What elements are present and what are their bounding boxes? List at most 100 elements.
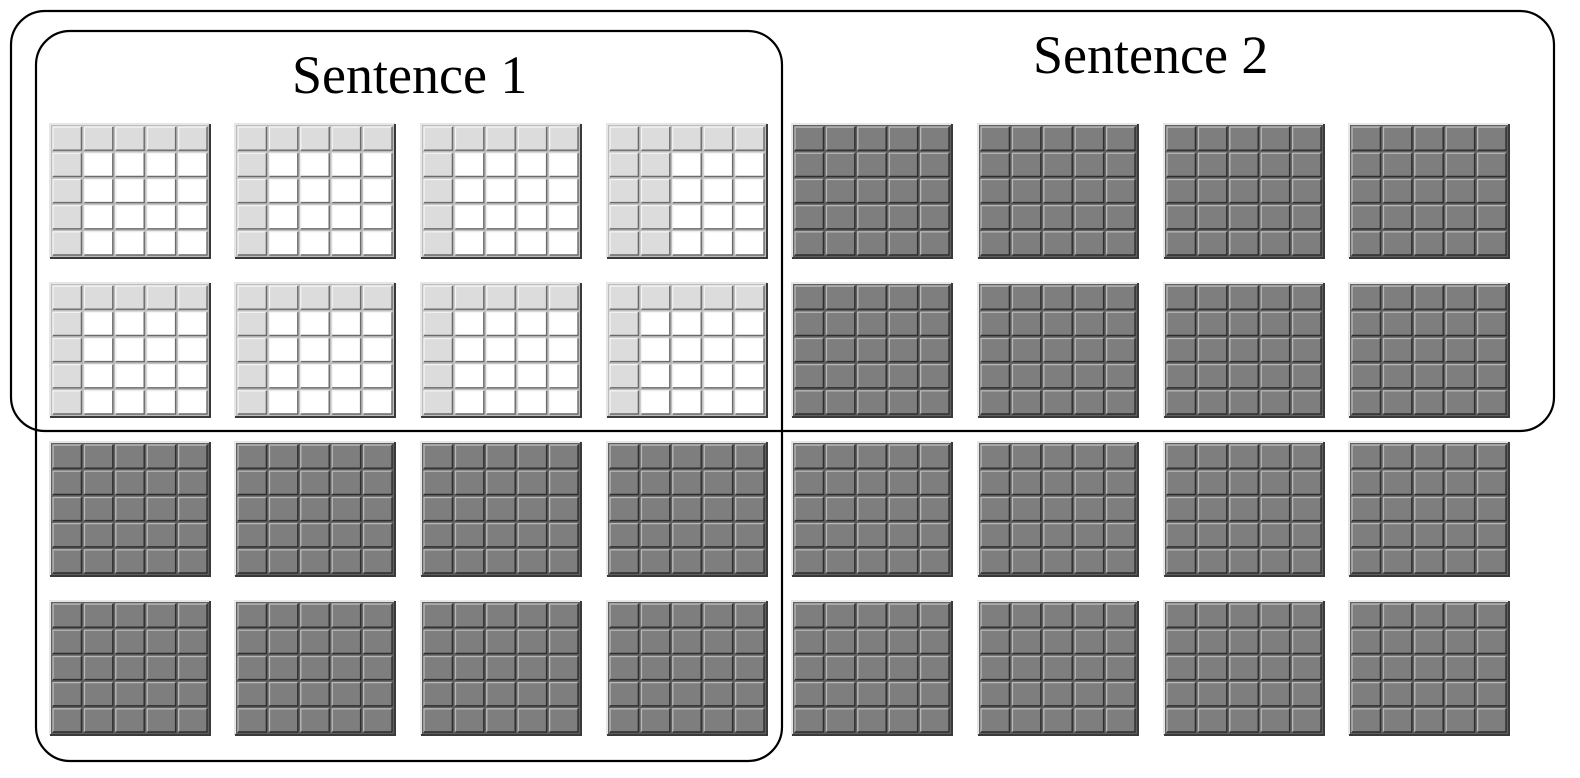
grid-cell <box>704 179 733 203</box>
grid-cell <box>269 604 298 628</box>
grid-cell <box>238 497 267 521</box>
grid-cell <box>518 523 547 547</box>
grid-cell <box>1198 708 1227 732</box>
grid-cell <box>1106 630 1135 654</box>
grid-cell <box>1446 708 1475 732</box>
grid-cell <box>455 523 484 547</box>
grid-cell <box>1043 231 1073 255</box>
grid-cell <box>1292 179 1321 203</box>
grid-cell <box>1261 390 1290 414</box>
grid-cell <box>1261 682 1290 706</box>
grid-cell <box>1167 179 1196 203</box>
grid-cell <box>1012 682 1041 706</box>
grid-cell <box>53 179 82 203</box>
grid-cell <box>672 471 702 495</box>
grid-cell <box>857 656 887 680</box>
grid-cell <box>178 231 207 255</box>
grid-cell <box>672 630 702 654</box>
grid-cell <box>147 497 176 521</box>
grid-cell <box>1012 523 1041 547</box>
grid-cell <box>981 630 1010 654</box>
grid-cell <box>735 153 764 177</box>
grid-cell <box>332 708 361 732</box>
grid-cell <box>486 364 516 388</box>
grid-cell <box>115 286 145 310</box>
grid-cell <box>857 205 887 229</box>
grid-cell <box>549 390 578 414</box>
grid-cell <box>238 364 267 388</box>
grid-cell <box>704 286 733 310</box>
grid-cell <box>1261 471 1290 495</box>
inactive-block <box>606 441 768 577</box>
grid-cell <box>238 205 267 229</box>
grid-cell <box>1477 523 1506 547</box>
grid-cell <box>1352 523 1381 547</box>
grid-cell <box>1414 708 1444 732</box>
grid-cell <box>795 523 824 547</box>
grid-cell <box>424 338 453 362</box>
grid-cell <box>1383 390 1412 414</box>
grid-cell <box>1383 205 1412 229</box>
grid-cell <box>920 179 949 203</box>
grid-cell <box>269 656 298 680</box>
grid-cell <box>84 523 113 547</box>
grid-cell <box>1477 205 1506 229</box>
grid-cell <box>735 231 764 255</box>
grid-cell <box>857 549 887 573</box>
grid-cell <box>1352 445 1381 469</box>
grid-cell <box>1292 127 1321 151</box>
grid-cell <box>920 153 949 177</box>
grid-cell <box>549 656 578 680</box>
grid-cell <box>641 338 670 362</box>
grid-cell <box>981 549 1010 573</box>
grid-cell <box>1198 630 1227 654</box>
grid-cell <box>1167 630 1196 654</box>
grid-cell <box>455 549 484 573</box>
grid-cell <box>1477 286 1506 310</box>
grid-cell <box>1106 179 1135 203</box>
grid-cell <box>549 630 578 654</box>
grid-cell <box>920 630 949 654</box>
grid-cell <box>84 445 113 469</box>
grid-cell <box>518 179 547 203</box>
grid-cell <box>704 231 733 255</box>
grid-cell <box>84 604 113 628</box>
grid-cell <box>1414 153 1444 177</box>
inactive-block <box>977 123 1139 259</box>
grid-cell <box>1106 127 1135 151</box>
grid-cell <box>486 127 516 151</box>
grid-cell <box>178 312 207 336</box>
grid-cell <box>1012 179 1041 203</box>
grid-cell <box>1106 153 1135 177</box>
grid-cell <box>115 630 145 654</box>
grid-cell <box>549 604 578 628</box>
grid-cell <box>332 286 361 310</box>
inactive-block <box>1163 441 1325 577</box>
grid-cell <box>269 497 298 521</box>
grid-cell <box>795 390 824 414</box>
grid-cell <box>269 364 298 388</box>
grid-cell <box>363 708 392 732</box>
grid-cell <box>1198 364 1227 388</box>
grid-cell <box>1414 312 1444 336</box>
grid-cell <box>178 390 207 414</box>
grid-cell <box>269 682 298 706</box>
grid-cell <box>549 523 578 547</box>
grid-cell <box>1012 153 1041 177</box>
grid-cell <box>795 231 824 255</box>
grid-cell <box>300 338 330 362</box>
grid-cell <box>424 708 453 732</box>
grid-cell <box>704 708 733 732</box>
grid-cell <box>1106 364 1135 388</box>
grid-cell <box>238 312 267 336</box>
grid-cell <box>889 153 918 177</box>
grid-cell <box>147 312 176 336</box>
grid-cell <box>53 445 82 469</box>
grid-cell <box>1229 364 1259 388</box>
grid-cell <box>826 445 855 469</box>
grid-cell <box>641 549 670 573</box>
grid-cell <box>147 471 176 495</box>
grid-cell <box>486 682 516 706</box>
grid-cell <box>53 523 82 547</box>
